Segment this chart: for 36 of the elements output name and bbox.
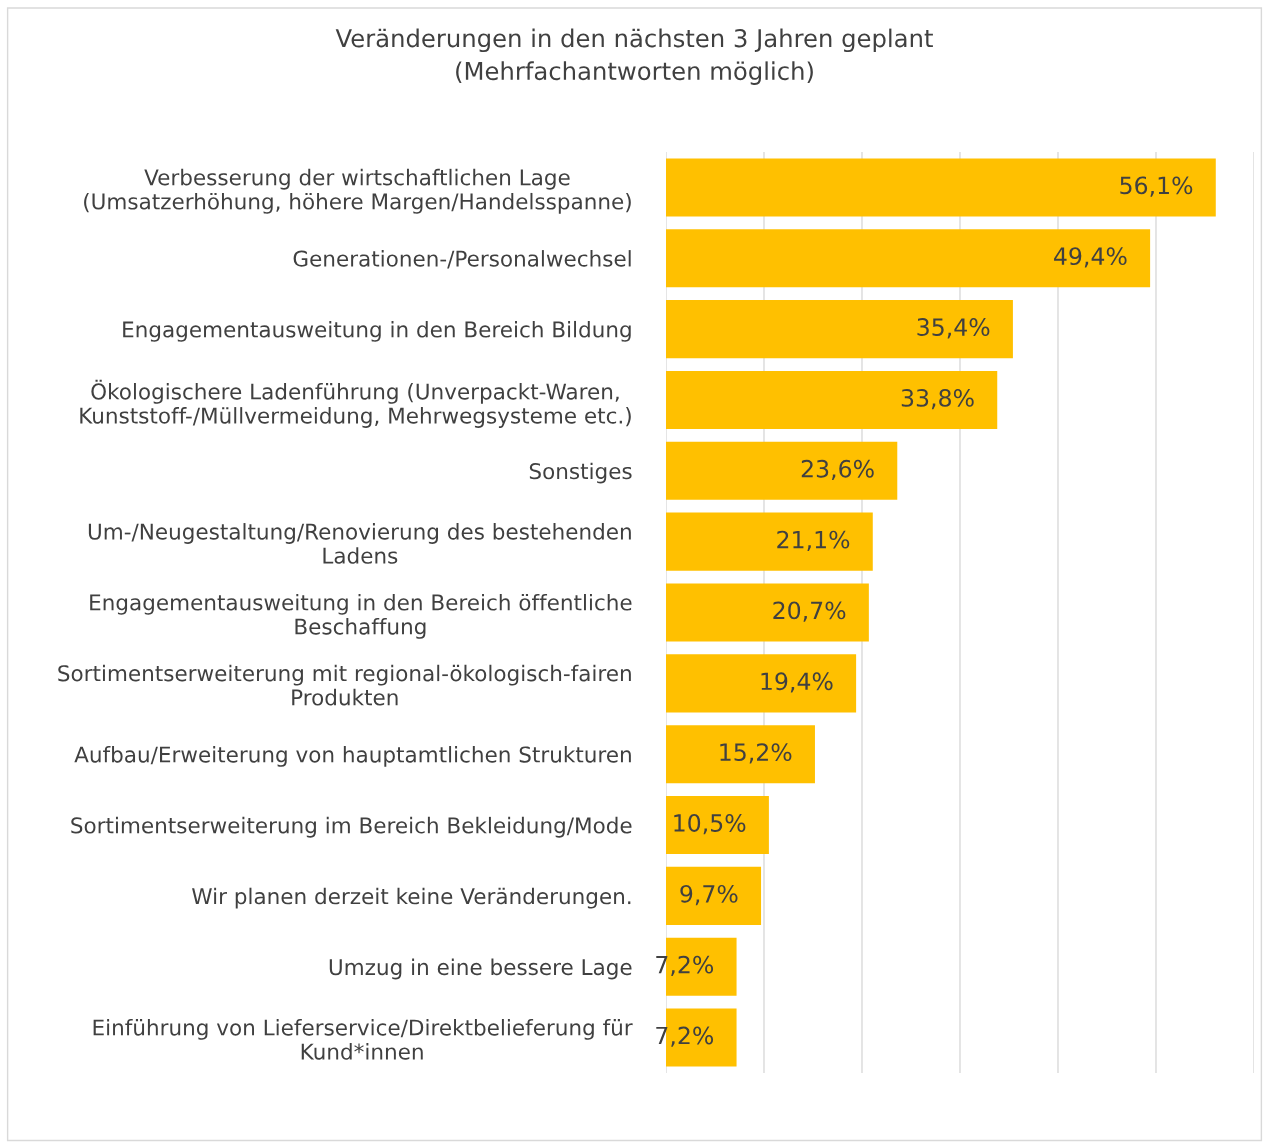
bar (666, 866, 762, 925)
bar (666, 725, 815, 784)
chart-title: Veränderungen in den nächsten 3 Jahren geplant (Mehrfachantworten möglich) (335, 28, 933, 85)
y-tick-label: Aufbau/Erweiterung von hauptamtlichen Strukturen (74, 746, 631, 767)
y-tick-label: Um-/Neugestaltung/Renovierung des bestehenden Ladens (88, 523, 631, 564)
y-tick-label: Sortimentserweiterung im Bereich Bekleidung/Mode (71, 816, 632, 838)
bar (666, 441, 898, 500)
bar (666, 158, 1216, 217)
bar (666, 229, 1151, 288)
data-label: 15,2% (720, 743, 792, 764)
bar (666, 300, 1013, 359)
data-label: 49,4% (1054, 247, 1127, 268)
bar (666, 370, 998, 430)
y-tick-label: Einführung von Lieferservice/Direktbelieferung für Kund*innen (93, 1018, 633, 1060)
data-label: 33,8% (901, 388, 974, 410)
data-label: 56,1% (1120, 176, 1193, 197)
data-label: 23,6% (801, 459, 874, 481)
bar (666, 795, 769, 855)
data-label: 20,7% (773, 601, 846, 622)
y-tick-label: Generationen-/Personalwechsel (293, 250, 631, 269)
y-tick-label: Ökologischere Ladenführung (Unverpackt-Waren, Kunststoff-/Müllvermeidung, Mehrwegsysteme etc.) (80, 379, 631, 428)
y-tick-label: Sonstiges (529, 462, 632, 484)
data-label: 9,7% (680, 884, 738, 906)
y-tick-label: Engagementausweitung in den Bereich Bildung (123, 320, 631, 342)
bar (666, 583, 869, 642)
data-label: 10,5% (674, 814, 746, 835)
y-tick-label: Wir planen derzeit keine Veränderungen. (192, 887, 631, 909)
y-tick-label: Sortimentserweiterung mit regional-ökologisch-fairen Produkten (58, 664, 631, 706)
bar (666, 654, 857, 713)
bar (666, 512, 873, 571)
data-label: 35,4% (917, 318, 990, 339)
y-tick-label: Verbesserung der wirtschaftlichen Lage (Umsatzerhöhung, höhere Margen/Handelsspanne) (84, 168, 631, 214)
y-tick-label: Engagementausweitung in den Bereich öffentliche Beschaffung (90, 593, 632, 639)
data-label: 21,1% (777, 530, 850, 551)
y-tick-label: Umzug in eine bessere Lage (329, 958, 632, 980)
data-label: 19,4% (761, 672, 833, 693)
